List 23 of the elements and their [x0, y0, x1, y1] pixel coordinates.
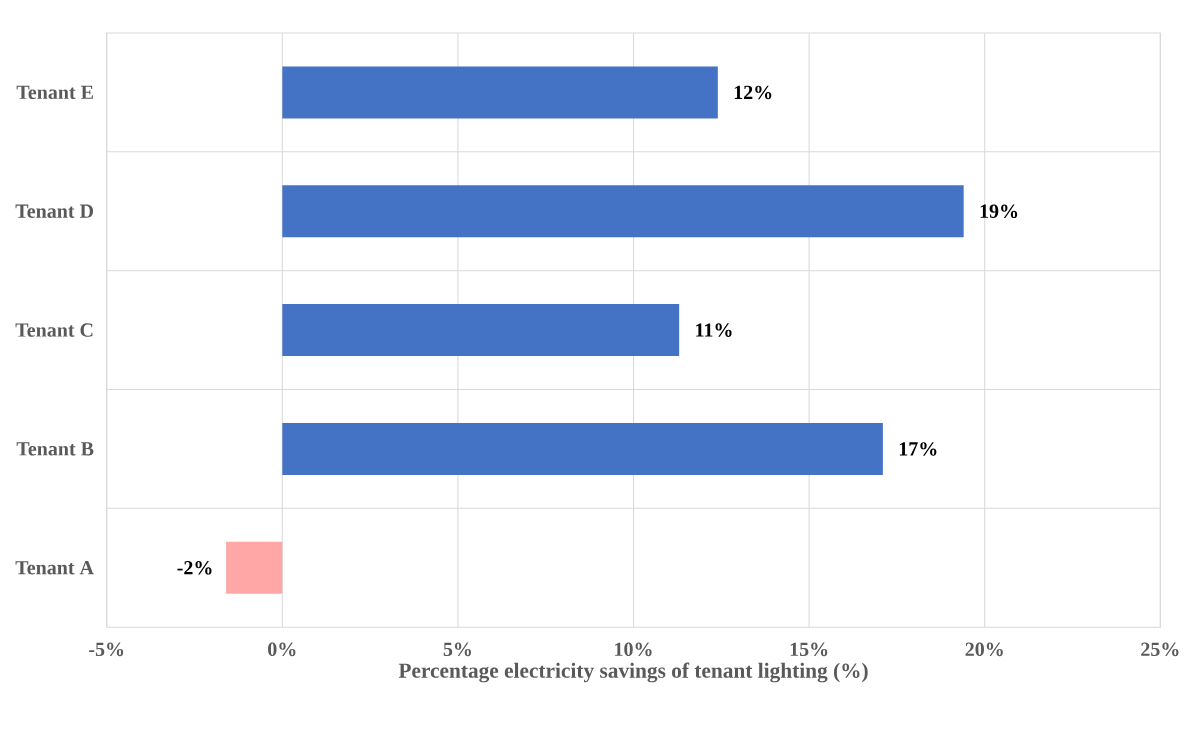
data-label: 17% [899, 442, 937, 456]
bar [282, 66, 718, 119]
y-tick-label: Tenant B [16, 442, 94, 456]
x-tick-label: 15% [790, 642, 828, 657]
y-tick-label: Tenant A [15, 560, 94, 575]
data-label: 19% [980, 204, 1018, 218]
x-tick-label: 20% [965, 642, 1003, 657]
bar [226, 541, 283, 594]
bar [282, 185, 964, 238]
x-tick-label: 0% [268, 642, 296, 657]
data-label: -2% [177, 560, 212, 575]
y-tick-label: Tenant C [15, 323, 93, 337]
y-tick-label: Tenant E [16, 85, 93, 99]
x-tick-label: 10% [615, 642, 652, 657]
bar [282, 422, 883, 475]
x-tick-label: 5% [443, 642, 472, 657]
x-tick-label: -5% [89, 642, 124, 657]
x-axis-title: Percentage electricity savings of tenant lighting (%) [398, 662, 868, 683]
data-label: 11% [696, 323, 732, 337]
data-label: 12% [734, 85, 772, 100]
bar [282, 303, 680, 356]
y-tick-label: Tenant D [15, 204, 93, 218]
x-tick-label: 25% [1141, 642, 1179, 657]
